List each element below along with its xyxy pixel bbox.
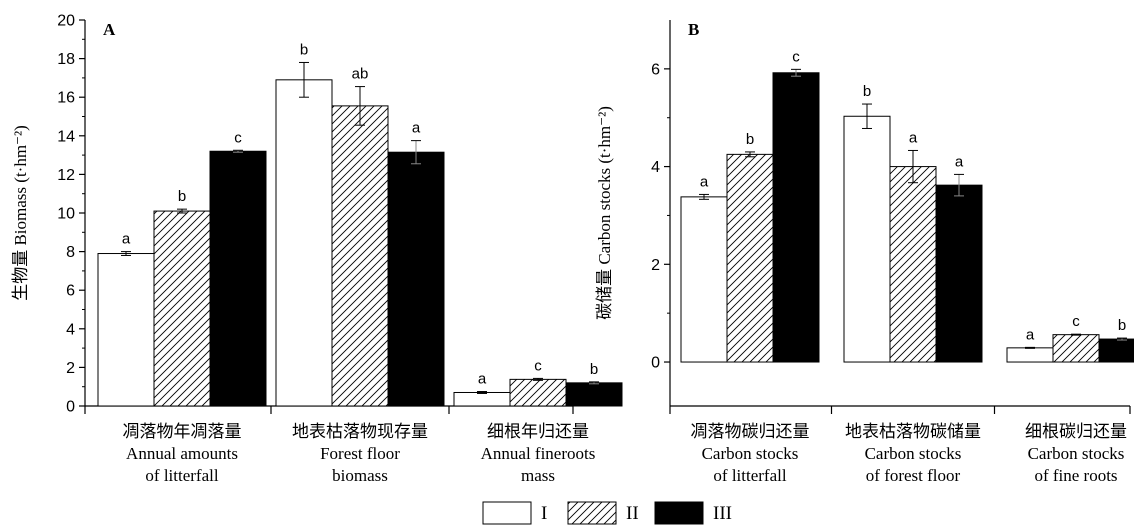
x-tick-label: 凋落物年凋落量: [123, 422, 242, 441]
x-tick-label: 地表枯落物现存量: [292, 422, 428, 441]
y-tick-label: 0: [651, 355, 660, 372]
x-tick-label: of forest floor: [866, 466, 961, 485]
legend: I II III: [482, 501, 732, 525]
legend-swatch-i: [482, 501, 532, 525]
y-tick-label: 0: [66, 399, 75, 416]
y-axis-title: 生物量 Biomass (t·hm⁻²): [11, 125, 30, 301]
bar-ii: [889, 166, 937, 363]
bar-ii: [331, 105, 389, 407]
y-axis-title: 碳储量 Carbon stocks (t·hm⁻²): [595, 106, 614, 320]
significance-label: c: [234, 129, 242, 146]
significance-label: b: [863, 83, 871, 100]
y-tick-label: 20: [57, 13, 75, 30]
x-tick-label: 细根年归还量: [487, 422, 589, 441]
bar-ii: [1052, 334, 1100, 363]
significance-label: a: [909, 129, 918, 146]
x-tick-label: Annual amounts: [126, 444, 238, 463]
y-tick-label: 10: [57, 206, 75, 223]
legend-label: III: [713, 503, 732, 524]
y-tick-label: 2: [651, 257, 660, 274]
x-tick-label: of litterfall: [145, 466, 218, 485]
x-tick-label: 细根碳归还量: [1025, 422, 1127, 441]
y-tick-label: 4: [66, 321, 75, 338]
bar-i: [1006, 347, 1054, 363]
bar-i: [843, 115, 891, 363]
significance-label: b: [590, 361, 598, 378]
y-tick-label: 8: [66, 244, 75, 261]
significance-label: a: [412, 120, 421, 137]
significance-label: b: [300, 41, 308, 58]
x-tick-label: of litterfall: [713, 466, 786, 485]
significance-label: b: [746, 131, 754, 148]
significance-label: a: [478, 371, 487, 388]
significance-label: a: [1026, 326, 1035, 343]
x-tick-label: Carbon stocks: [1028, 444, 1125, 463]
bar-i: [453, 391, 511, 407]
legend-label: II: [626, 503, 639, 524]
y-tick-label: 2: [66, 360, 75, 377]
x-tick-label: Carbon stocks: [702, 444, 799, 463]
significance-label: c: [1072, 313, 1080, 330]
significance-label: ab: [352, 66, 369, 83]
significance-label: c: [534, 357, 542, 374]
bar-iii: [935, 184, 983, 363]
x-tick-label: mass: [521, 466, 555, 485]
legend-swatch-ii: [567, 501, 617, 525]
legend-swatch-iii: [654, 501, 704, 525]
panel-label: A: [103, 20, 116, 39]
y-tick-label: 14: [57, 128, 75, 145]
x-tick-label: 凋落物碳归还量: [691, 422, 810, 441]
bar-iii: [772, 72, 820, 363]
y-tick-label: 16: [57, 90, 75, 107]
bar-i: [97, 253, 155, 407]
significance-label: a: [122, 231, 131, 248]
bar-iii: [387, 151, 445, 407]
x-tick-label: biomass: [332, 466, 388, 485]
panel-label: B: [688, 20, 699, 39]
y-tick-label: 6: [651, 61, 660, 78]
significance-label: a: [955, 153, 964, 170]
x-tick-label: 地表枯落物碳储量: [845, 422, 981, 441]
x-tick-label: Carbon stocks: [865, 444, 962, 463]
chart-panel-b: 0 2 4 6 碳储量 Carbon stocks (t·hm⁻²) Ba b c 凋落物碳归还…: [595, 20, 1134, 485]
legend-label: I: [541, 503, 547, 524]
x-tick-label: Forest floor: [320, 444, 400, 463]
bar-iii: [565, 382, 623, 407]
bar-ii: [153, 210, 211, 407]
bar-iii: [209, 150, 267, 407]
significance-label: a: [700, 173, 709, 190]
y-tick-label: 6: [66, 283, 75, 300]
bar-i: [680, 196, 728, 363]
significance-label: c: [792, 48, 800, 65]
x-tick-label: of fine roots: [1034, 466, 1117, 485]
bar-ii: [726, 153, 774, 363]
significance-label: b: [178, 188, 186, 205]
bar-iii: [1098, 338, 1134, 363]
significance-label: b: [1118, 317, 1126, 334]
bar-ii: [509, 378, 567, 407]
y-tick-label: 18: [57, 51, 75, 68]
y-tick-label: 4: [651, 159, 660, 176]
x-tick-label: Annual fineroots: [481, 444, 596, 463]
y-tick-label: 12: [57, 167, 75, 184]
bar-i: [275, 79, 333, 407]
